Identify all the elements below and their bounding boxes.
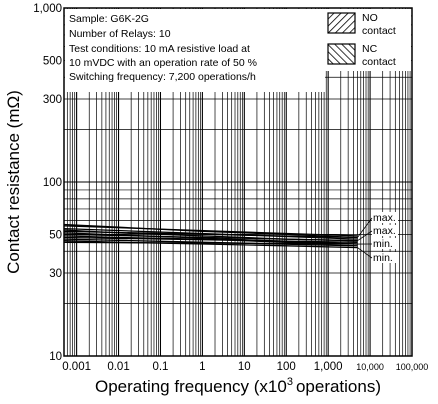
legend-label-nc-line2: contact — [362, 56, 396, 68]
y-tick-label: 50 — [49, 229, 62, 241]
x-tick-label: 0.01 — [107, 361, 129, 373]
x-tick-label: 0.1 — [152, 361, 168, 373]
y-tick-label: 300 — [43, 94, 62, 106]
y-tick-label: 100 — [43, 177, 62, 189]
series-end-label: max. — [373, 225, 396, 237]
x-tick-label: 100 — [277, 361, 296, 373]
y-axis-label: Contact resistance (mΩ) — [4, 90, 23, 274]
y-tick-label: 30 — [49, 268, 62, 280]
series-line-11 — [63, 240, 358, 249]
info-line-frequency: Switching frequency: 7,200 operations/h — [69, 71, 256, 83]
series-line-9 — [63, 229, 358, 242]
legend-label-nc-line1: NC — [362, 43, 378, 55]
x-tick-label: 1,000 — [314, 361, 343, 373]
series-end-label-bg — [372, 212, 398, 223]
info-box: Sample: G6K-2G Number of Relays: 10 Test… — [65, 9, 325, 92]
series-end-label: min. — [373, 252, 393, 264]
x-tick-label: 10 — [238, 361, 251, 373]
y-tick-labels: 10 30 50 100 300 500 1,000 — [33, 3, 62, 363]
x-axis-label: Operating frequency (x103 operations) — [95, 376, 381, 396]
legend-swatch-nc — [327, 43, 356, 65]
series-line-8 — [63, 223, 358, 239]
x-tick-label: 0.001 — [62, 361, 91, 373]
x-tick-label: 1 — [199, 361, 205, 373]
band-line — [63, 238, 358, 247]
y-tick-label: 500 — [43, 55, 62, 67]
series-group — [63, 223, 358, 249]
series-end-label-bg — [372, 225, 398, 236]
info-line-rate: 10 mVDC with an operation rate of 50 % — [69, 57, 257, 69]
series-end-leader — [357, 230, 373, 242]
y-tick-label: 10 — [49, 351, 62, 363]
legend-label-no-line2: contact — [362, 25, 396, 37]
x-axis-label-main: Operating frequency (x10 — [95, 377, 287, 396]
x-tick-labels: 0.001 0.01 0.1 1 10 100 1,000 10,000 100,000 — [62, 361, 428, 373]
x-axis-label-end: operations) — [296, 377, 381, 396]
series-end-label-bg — [372, 238, 398, 249]
x-tick-label: 10,000 — [356, 362, 384, 372]
legend: NO contact NC contact — [325, 9, 411, 71]
series-end-leader — [357, 217, 373, 238]
info-line-sample: Sample: G6K-2G — [69, 13, 149, 25]
band-line — [63, 232, 358, 245]
plot-frame — [63, 7, 413, 357]
info-line-relays: Number of Relays: 10 — [69, 28, 171, 40]
info-line-conditions: Test conditions: 10 mA resistive load at — [69, 43, 250, 55]
x-tick-label: 100,000 — [396, 362, 429, 372]
series-end-label: min. — [373, 238, 393, 250]
series-end-leader — [357, 247, 373, 259]
series-end-label: max. — [373, 212, 396, 224]
info-box-bg — [65, 9, 325, 92]
series-line-10 — [63, 235, 358, 245]
legend-label-no-line1: NO — [362, 12, 378, 24]
y-tick-label: 1,000 — [33, 3, 62, 15]
x-axis-label-sup: 3 — [287, 376, 293, 388]
legend-swatch-no — [327, 12, 356, 34]
series-end-labels: max.max.min.min. — [357, 212, 398, 264]
series-end-label-bg — [372, 252, 398, 263]
